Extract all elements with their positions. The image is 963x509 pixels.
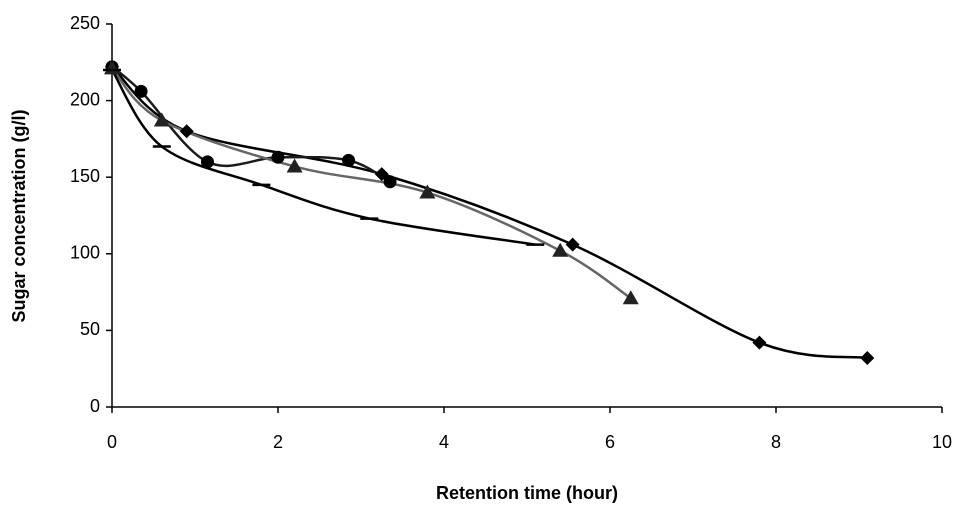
marker xyxy=(552,243,568,257)
x-tick-label: 0 xyxy=(107,432,117,452)
y-tick-label: 100 xyxy=(70,243,100,263)
y-tick-label: 150 xyxy=(70,166,100,186)
marker xyxy=(135,85,148,98)
x-axis-title: Retention time (hour) xyxy=(436,483,618,503)
marker xyxy=(752,336,766,350)
marker xyxy=(566,238,580,252)
y-axis-title: Sugar concentration (g/l) xyxy=(9,109,29,322)
y-tick-label: 250 xyxy=(70,13,100,33)
x-tick-label: 4 xyxy=(439,432,449,452)
marker xyxy=(201,155,214,168)
marker xyxy=(384,175,397,188)
marker xyxy=(623,290,639,304)
marker xyxy=(342,154,355,167)
series-line xyxy=(112,68,631,298)
marker xyxy=(272,151,285,164)
marker xyxy=(180,124,194,138)
chart: Retention time (hour) Sugar concentratio… xyxy=(0,0,963,509)
y-tick-label: 0 xyxy=(90,396,100,416)
x-tick-label: 10 xyxy=(932,432,952,452)
x-tick-label: 8 xyxy=(771,432,781,452)
series-line xyxy=(112,67,867,358)
x-tick-label: 2 xyxy=(273,432,283,452)
y-tick-label: 200 xyxy=(70,89,100,109)
x-tick-label: 6 xyxy=(605,432,615,452)
marker xyxy=(860,351,874,365)
y-tick-label: 50 xyxy=(80,319,100,339)
